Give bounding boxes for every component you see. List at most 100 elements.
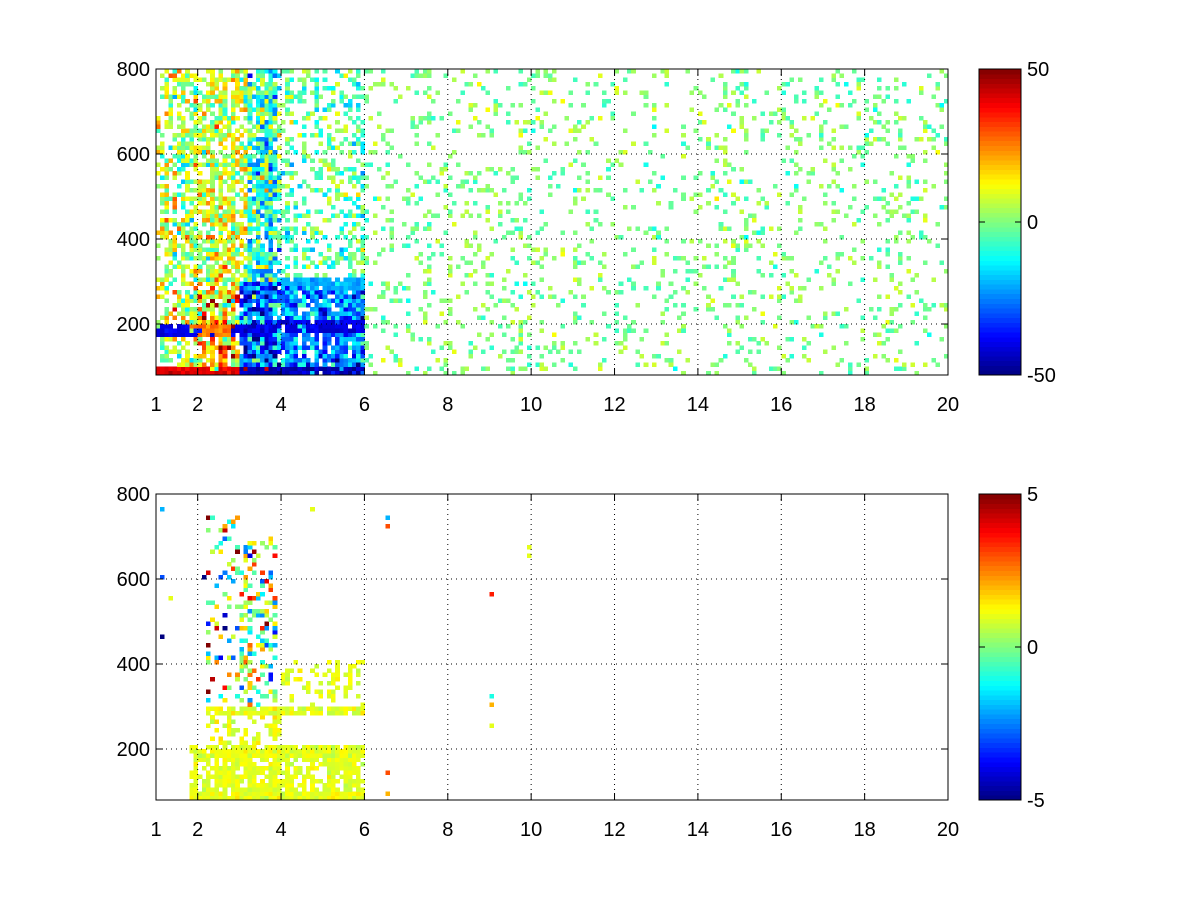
heatmap-cell bbox=[160, 230, 165, 236]
heatmap-cell bbox=[268, 166, 274, 172]
heatmap-cell bbox=[251, 749, 257, 754]
heatmap-cell bbox=[706, 188, 711, 193]
heatmap-cell bbox=[276, 128, 282, 134]
heatmap-cell bbox=[906, 268, 911, 274]
heatmap-cell bbox=[906, 183, 911, 189]
heatmap-cell bbox=[206, 795, 211, 801]
heatmap-cell bbox=[668, 358, 674, 363]
heatmap-cell bbox=[226, 345, 232, 350]
heatmap-cell bbox=[210, 73, 215, 78]
heatmap-cell bbox=[356, 345, 361, 350]
heatmap-cell bbox=[476, 171, 482, 176]
heatmap-cell bbox=[285, 353, 290, 359]
heatmap-cell bbox=[347, 213, 353, 219]
heatmap-cell bbox=[585, 222, 590, 227]
heatmap-cell bbox=[372, 324, 378, 329]
heatmap-cell bbox=[218, 795, 224, 801]
heatmap-cell bbox=[276, 217, 282, 223]
heatmap-cell bbox=[331, 358, 336, 363]
heatmap-cell bbox=[301, 749, 307, 754]
heatmap-cell bbox=[168, 336, 174, 342]
heatmap-cell bbox=[206, 217, 211, 223]
heatmap-cell bbox=[714, 243, 720, 248]
heatmap-cell bbox=[206, 651, 211, 656]
heatmap-cell bbox=[664, 332, 670, 338]
heatmap-cell bbox=[222, 268, 228, 274]
heatmap-cell bbox=[214, 362, 219, 367]
heatmap-cell bbox=[268, 672, 274, 678]
heatmap-cell bbox=[326, 328, 332, 333]
heatmap-cell bbox=[735, 302, 740, 308]
heatmap-cell bbox=[197, 753, 203, 758]
heatmap-cell bbox=[335, 315, 340, 321]
heatmap-cell bbox=[214, 166, 219, 172]
colorbar-strip bbox=[979, 260, 1021, 266]
colorbar-strip bbox=[979, 551, 1021, 557]
heatmap-cell bbox=[239, 141, 244, 146]
heatmap-cell bbox=[281, 128, 286, 134]
heatmap-cell bbox=[247, 706, 253, 712]
heatmap-cell bbox=[635, 226, 640, 231]
heatmap-cell bbox=[381, 319, 386, 325]
heatmap-cell bbox=[193, 166, 199, 172]
heatmap-cell bbox=[326, 132, 332, 138]
heatmap-cell bbox=[702, 264, 707, 270]
colorbar-tick-label: 0 bbox=[1027, 212, 1038, 234]
heatmap-cell bbox=[268, 196, 274, 202]
heatmap-cell bbox=[835, 311, 841, 316]
heatmap-cell bbox=[560, 358, 565, 363]
heatmap-cell bbox=[877, 196, 882, 202]
heatmap-cell bbox=[272, 188, 278, 193]
heatmap-cell bbox=[718, 226, 724, 231]
heatmap-cell bbox=[176, 171, 182, 176]
heatmap-cell bbox=[889, 273, 895, 278]
heatmap-cell bbox=[764, 128, 770, 134]
heatmap-cell bbox=[222, 766, 228, 771]
heatmap-cell bbox=[793, 162, 799, 168]
heatmap-cell bbox=[247, 642, 253, 648]
heatmap-cell bbox=[297, 319, 303, 325]
heatmap-cell bbox=[285, 778, 290, 784]
heatmap-cell bbox=[256, 770, 261, 775]
heatmap-cell bbox=[351, 302, 357, 308]
heatmap-cell bbox=[251, 358, 257, 363]
y-tick-label: 600 bbox=[117, 569, 150, 591]
heatmap-cell bbox=[322, 69, 328, 74]
heatmap-cell bbox=[868, 128, 874, 134]
heatmap-cell bbox=[243, 243, 249, 248]
heatmap-cell bbox=[239, 774, 244, 780]
heatmap-cell bbox=[206, 659, 211, 665]
heatmap-cell bbox=[918, 196, 924, 202]
heatmap-cell bbox=[160, 149, 165, 155]
heatmap-cell bbox=[281, 791, 286, 797]
colorbar-strip bbox=[979, 733, 1021, 739]
heatmap-cell bbox=[618, 349, 624, 355]
heatmap-cell bbox=[568, 128, 574, 134]
heatmap-cell bbox=[331, 145, 336, 151]
heatmap-cell bbox=[293, 171, 299, 176]
heatmap-cell bbox=[276, 183, 282, 189]
heatmap-cell bbox=[351, 345, 357, 350]
heatmap-cell bbox=[447, 192, 453, 197]
heatmap-cell bbox=[226, 294, 232, 299]
heatmap-cell bbox=[206, 345, 211, 350]
heatmap-cell bbox=[235, 328, 240, 333]
heatmap-cell bbox=[264, 281, 269, 287]
heatmap-cell bbox=[285, 256, 290, 261]
heatmap-cell bbox=[410, 336, 415, 342]
heatmap-cell bbox=[326, 175, 332, 180]
heatmap-cell bbox=[489, 319, 495, 325]
heatmap-cell bbox=[218, 222, 224, 227]
heatmap-cell bbox=[285, 783, 290, 788]
heatmap-cell bbox=[201, 753, 207, 758]
heatmap-cell bbox=[197, 370, 203, 376]
heatmap-cell bbox=[289, 311, 294, 316]
heatmap-cell bbox=[214, 727, 219, 733]
heatmap-cell bbox=[552, 362, 557, 367]
heatmap-cell bbox=[614, 158, 620, 163]
heatmap-cell bbox=[210, 183, 215, 189]
heatmap-cell bbox=[218, 171, 224, 176]
heatmap-cell bbox=[247, 774, 253, 780]
heatmap-cell bbox=[251, 166, 257, 172]
heatmap-cell bbox=[389, 243, 394, 248]
